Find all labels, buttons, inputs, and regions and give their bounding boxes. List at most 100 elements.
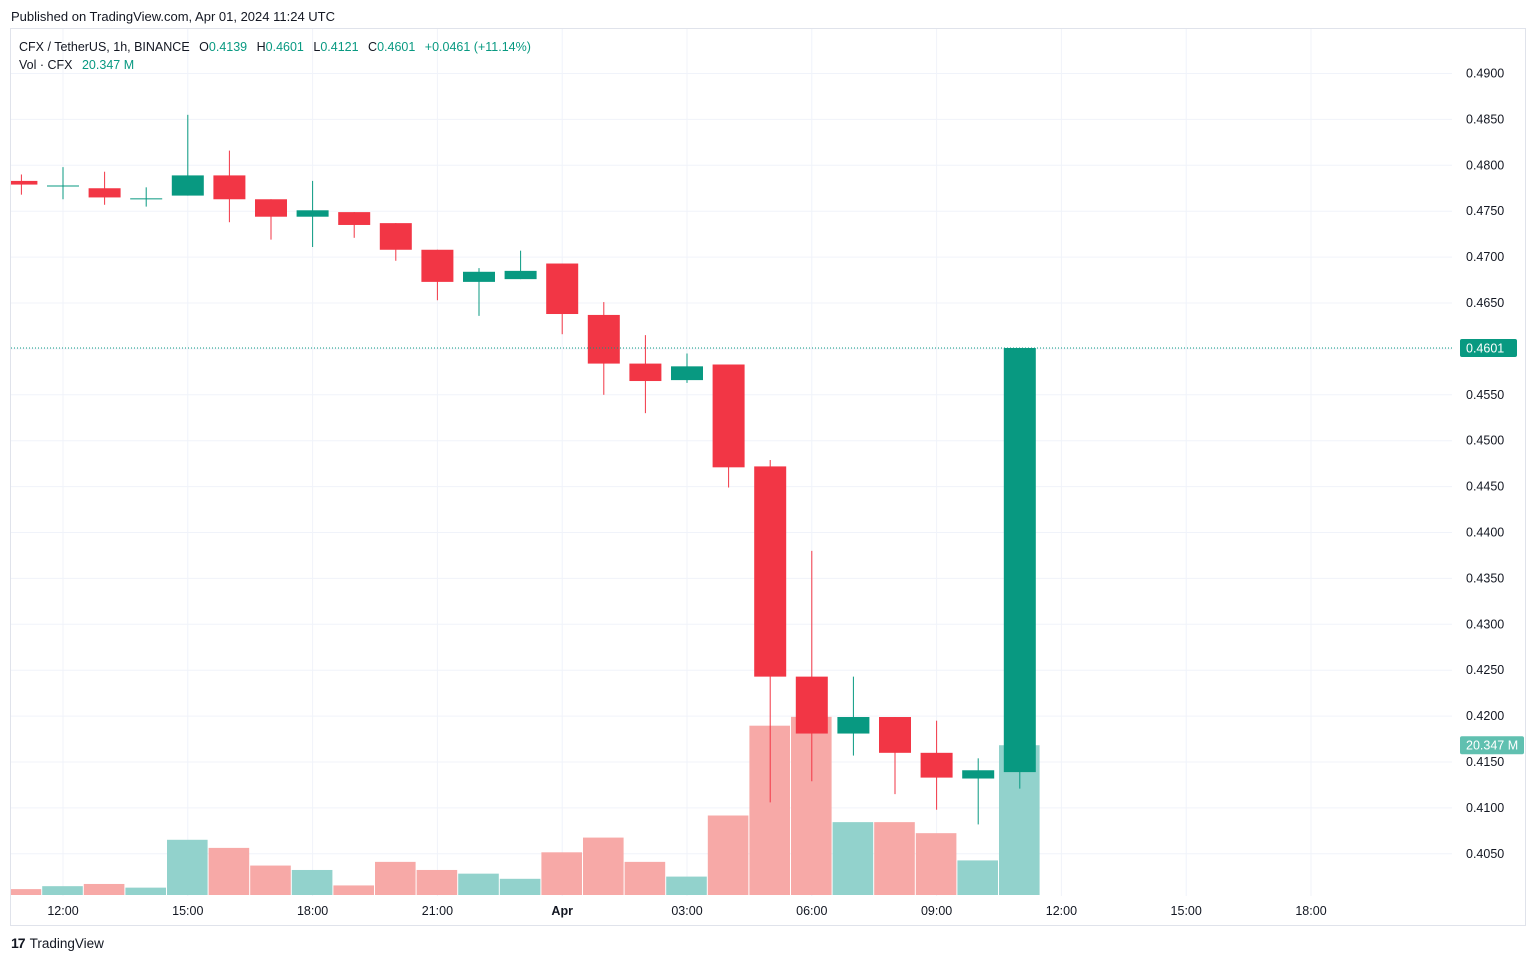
time-tick-label: 03:00 — [671, 904, 702, 918]
volume-value: 20.347 M — [81, 58, 135, 72]
candle-body — [795, 676, 828, 734]
volume-bar — [291, 869, 333, 895]
price-tick-label: 0.4750 — [1466, 204, 1504, 218]
price-tick-label: 0.4700 — [1466, 250, 1504, 264]
volume-bar — [707, 815, 749, 895]
price-tick-label: 0.4900 — [1466, 67, 1504, 81]
brand-name: TradingView — [29, 935, 104, 951]
time-axis: 12:00 15:00 18:00 21:00 Apr 03:00 06:00 09:00 12… — [47, 904, 1326, 918]
volume-bar — [250, 865, 291, 895]
price-tick-label: 0.4050 — [1466, 847, 1504, 861]
candle-body — [88, 188, 121, 198]
price-tick-label: 0.4800 — [1466, 158, 1504, 172]
volume-bar — [915, 833, 957, 895]
candle-body — [879, 717, 911, 753]
symbol-info[interactable]: CFX / TetherUS, 1h, BINANCE — [19, 40, 190, 54]
candle-body — [671, 366, 703, 381]
price-tick-label: 0.4500 — [1466, 434, 1504, 448]
candle-body — [379, 223, 412, 250]
candle-body — [629, 363, 662, 382]
footer-branding[interactable]: 17 TradingView — [11, 935, 104, 951]
volume-badge — [1460, 736, 1524, 755]
change-value: +0.0461 (+11.14%) — [424, 40, 531, 54]
candles — [11, 114, 1036, 825]
candle-body — [1003, 347, 1036, 773]
open-value: 0.4139 — [208, 40, 248, 54]
time-tick-label: 15:00 — [172, 904, 203, 918]
high-value: 0.4601 — [265, 40, 304, 54]
close-label: C — [368, 40, 378, 54]
time-tick-label: 15:00 — [1171, 904, 1202, 918]
price-tick-label: 0.4650 — [1466, 296, 1504, 310]
candle-body — [130, 198, 163, 200]
grid-lines — [11, 29, 1452, 896]
volume-bar — [416, 869, 458, 895]
candle-body — [11, 180, 38, 185]
volume-bar — [375, 861, 416, 895]
time-tick-label: 12:00 — [47, 904, 78, 918]
volume-bar — [957, 860, 998, 895]
volume-row: Vol · CFX 20.347 M — [19, 56, 531, 74]
volume-bar — [874, 822, 915, 895]
price-axis: 0.4900 0.4850 0.4800 0.4750 0.4700 0.4650 0.46… — [1466, 67, 1504, 861]
candle-body — [754, 466, 787, 677]
volume-bar — [458, 873, 499, 895]
chart-frame — [10, 28, 1526, 926]
volume-label[interactable]: Vol · CFX — [19, 58, 73, 72]
volume-bar — [624, 861, 666, 895]
high-label: H — [256, 40, 266, 54]
candle-body — [920, 752, 953, 778]
time-tick-label: 12:00 — [1046, 904, 1077, 918]
price-tick-label: 0.4550 — [1466, 388, 1504, 402]
candle-body — [296, 210, 329, 217]
close-value: 0.4601 — [377, 40, 416, 54]
time-tick-label: 21:00 — [422, 904, 453, 918]
volume-bar — [583, 837, 624, 895]
time-tick-label: 18:00 — [297, 904, 328, 918]
candle-body — [837, 717, 870, 734]
time-tick-label: 18:00 — [1295, 904, 1326, 918]
volume-bar — [333, 885, 374, 895]
tradingview-logo-icon: 17 — [11, 935, 26, 951]
price-tick-label: 0.4250 — [1466, 663, 1504, 677]
price-tick-label: 0.4850 — [1466, 112, 1504, 126]
volume-bar — [499, 878, 541, 895]
price-tick-label: 0.4450 — [1466, 480, 1504, 494]
candle-body — [213, 175, 246, 200]
candle-body — [504, 270, 537, 280]
candle-body — [47, 185, 79, 187]
volume-badge-label: 20.347 M — [1466, 739, 1518, 753]
time-tick-label: Apr — [551, 904, 573, 918]
price-tick-label: 0.4350 — [1466, 571, 1504, 585]
candle-body — [712, 364, 745, 468]
chart-legend: CFX / TetherUS, 1h, BINANCE O0.4139 H0.4… — [19, 38, 531, 74]
candle-body — [171, 175, 204, 196]
volume-bars — [11, 716, 1040, 895]
last-price-badge — [1460, 338, 1517, 357]
price-tick-label: 0.4150 — [1466, 755, 1504, 769]
price-tick-label: 0.4300 — [1466, 617, 1504, 631]
volume-bar — [125, 887, 166, 895]
time-tick-label: 09:00 — [921, 904, 952, 918]
volume-bar — [42, 886, 83, 895]
candle-body — [255, 199, 287, 217]
candle-body — [546, 263, 579, 315]
ohlc-row: CFX / TetherUS, 1h, BINANCE O0.4139 H0.4… — [19, 38, 531, 56]
last-price-badge-label: 0.4601 — [1466, 341, 1504, 355]
price-tick-label: 0.4100 — [1466, 801, 1504, 815]
open-label: O — [199, 40, 209, 54]
low-value: 0.4121 — [320, 40, 359, 54]
axis-badges: 0.4601 20.347 M — [1460, 338, 1524, 755]
volume-bar — [541, 852, 582, 895]
volume-bar — [666, 876, 707, 895]
volume-bar — [83, 883, 125, 895]
volume-bar — [832, 822, 874, 895]
candle-body — [962, 770, 995, 779]
published-note: Published on TradingView.com, Apr 01, 20… — [11, 9, 335, 24]
candle-body — [587, 314, 620, 364]
candle-body — [338, 212, 371, 225]
candle-body — [421, 249, 454, 282]
volume-bar — [167, 839, 208, 895]
volume-bar — [208, 847, 250, 895]
